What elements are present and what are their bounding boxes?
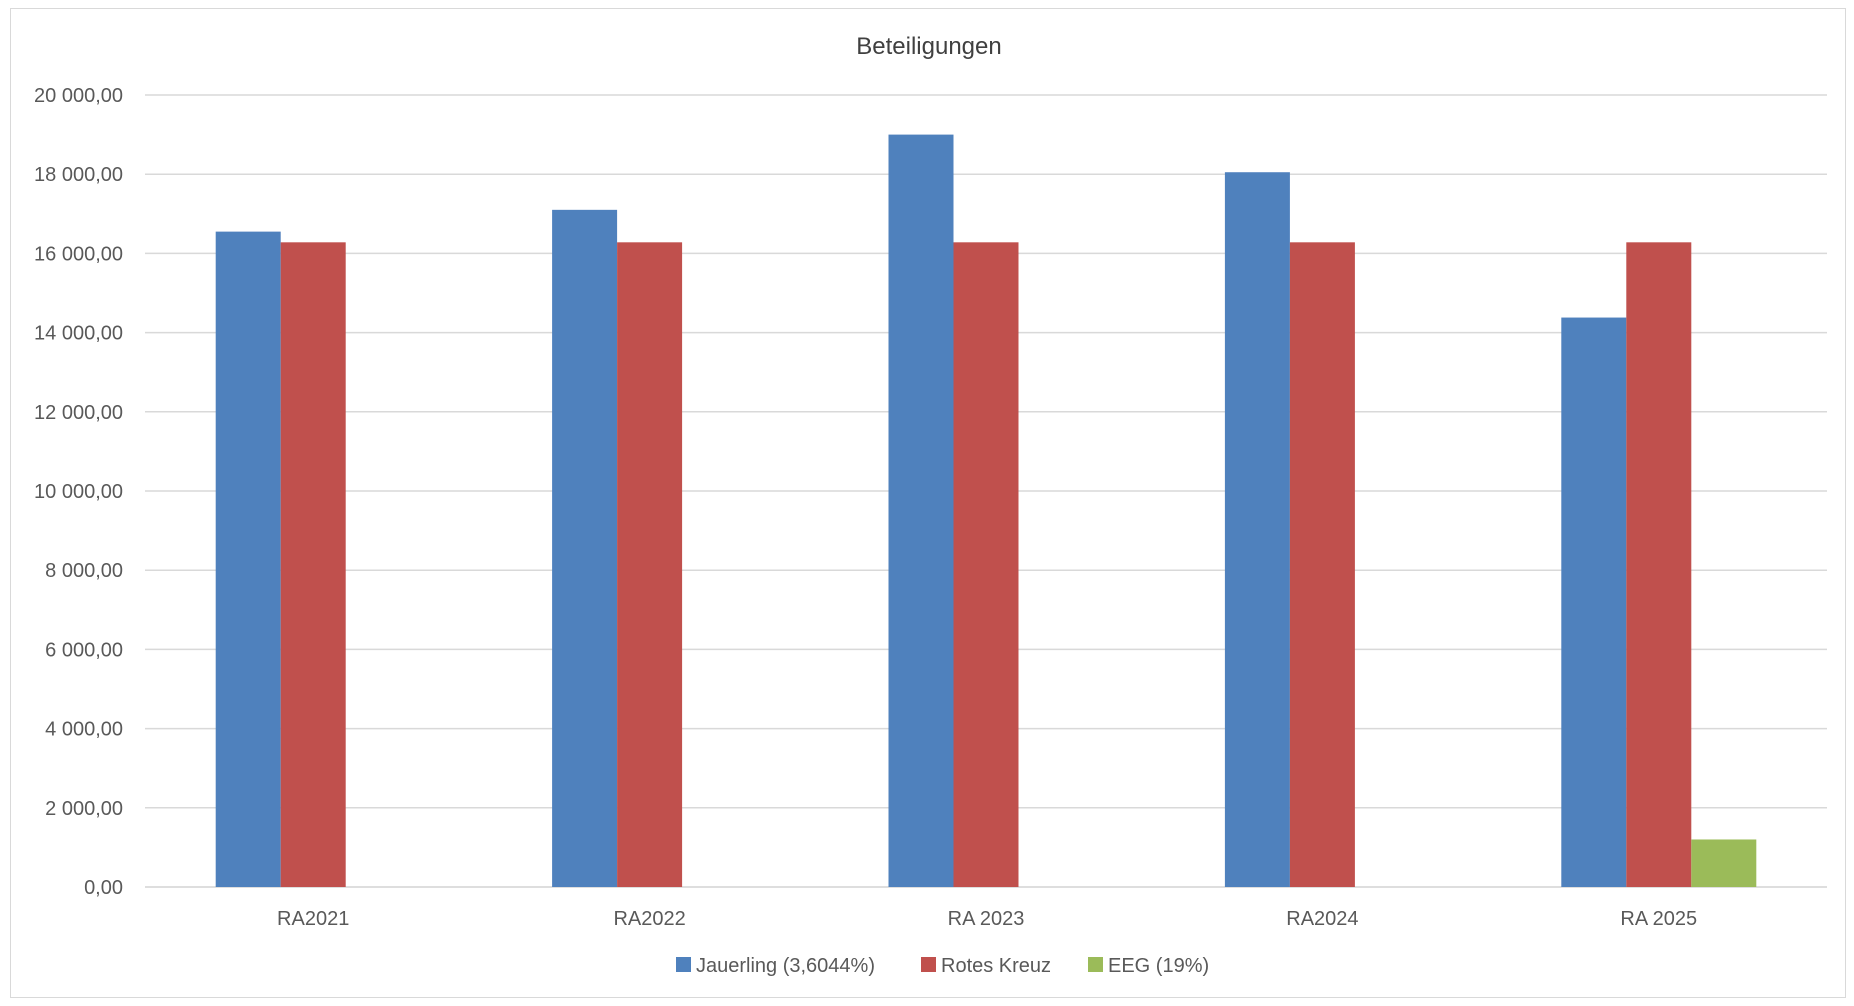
- legend-item: Jauerling (3,6044%): [676, 955, 875, 977]
- y-tick-label: 14 000,00: [34, 323, 123, 345]
- x-tick-label: RA2024: [1286, 908, 1358, 930]
- bar-ra2023-series-0: [888, 134, 954, 888]
- legend-label: EEG (19%): [1108, 955, 1209, 977]
- y-tick-label: 8 000,00: [45, 560, 123, 582]
- y-tick-label: 2 000,00: [45, 798, 123, 820]
- bar-ra2024-series-0: [1224, 172, 1290, 888]
- legend-swatch: [1088, 957, 1103, 972]
- y-axis-tick-labels: 0,00 2 000,00 4 000,00 6 000,00 8 000,00 10 0…: [34, 85, 123, 899]
- y-tick-label: 0,00: [84, 877, 123, 899]
- x-axis-tick-labels: RA2021 RA2022 RA 2023 RA2024 RA 2025: [277, 908, 1697, 930]
- chart-title: Beteiligungen: [856, 33, 1001, 60]
- legend-label: Rotes Kreuz: [941, 955, 1051, 977]
- bar-ra2025-series-1: [1626, 242, 1692, 887]
- legend-swatch: [921, 957, 936, 972]
- bar-ra2022-series-0: [552, 209, 618, 888]
- bar-ra2025-series-2: [1691, 839, 1757, 887]
- y-tick-label: 16 000,00: [34, 243, 123, 265]
- y-tick-label: 20 000,00: [34, 85, 123, 107]
- y-tick-label: 10 000,00: [34, 481, 123, 503]
- x-tick-label: RA 2025: [1620, 908, 1697, 930]
- bars: [215, 134, 1757, 888]
- bar-ra2025-series-0: [1561, 317, 1627, 887]
- legend-item: Rotes Kreuz: [921, 955, 1051, 977]
- y-tick-label: 4 000,00: [45, 719, 123, 741]
- bar-ra2021-series-0: [215, 231, 281, 887]
- y-tick-label: 6 000,00: [45, 639, 123, 661]
- bar-chart: Beteiligungen 0,00 2 000,00 4 000,00 6 000,…: [34, 33, 1827, 977]
- bar-ra2024-series-1: [1289, 242, 1355, 887]
- y-tick-label: 12 000,00: [34, 402, 123, 424]
- legend-label: Jauerling (3,6044%): [696, 955, 875, 977]
- legend: Jauerling (3,6044%) Rotes Kreuz EEG (19%): [676, 955, 1209, 977]
- y-tick-label: 18 000,00: [34, 164, 123, 186]
- bar-ra2023-series-1: [953, 242, 1019, 887]
- chart-frame: Beteiligungen 0,00 2 000,00 4 000,00 6 000,…: [10, 8, 1846, 998]
- legend-item: EEG (19%): [1088, 955, 1209, 977]
- bar-ra2022-series-1: [617, 242, 683, 887]
- x-tick-label: RA2022: [613, 908, 685, 930]
- x-tick-label: RA 2023: [948, 908, 1025, 930]
- legend-swatch: [676, 957, 691, 972]
- bar-ra2021-series-1: [280, 242, 346, 887]
- x-tick-label: RA2021: [277, 908, 349, 930]
